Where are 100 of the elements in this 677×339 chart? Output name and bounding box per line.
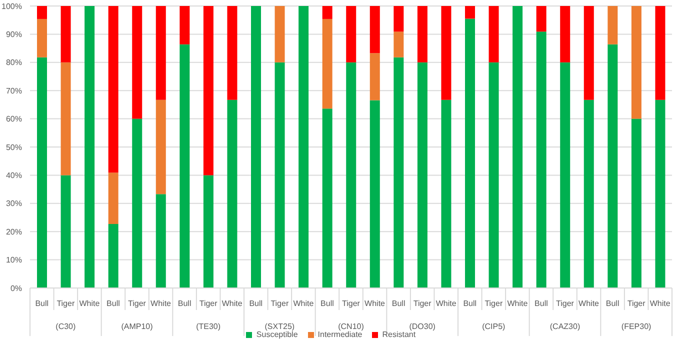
x-tick-label: Bull [249,299,263,308]
bar [370,53,380,100]
y-tick-label: 90% [6,30,22,40]
bar [227,100,238,288]
x-tick-label: White [293,299,314,308]
bar [441,6,452,100]
bar [417,62,428,288]
x-tick-label: White [507,299,528,308]
bar [631,6,642,119]
bar [584,100,594,288]
bar [441,100,452,288]
bar [37,6,47,19]
bar [132,118,142,288]
bar [156,100,166,194]
x-tick-label: Tiger [484,299,503,308]
y-tick-label: 10% [6,256,22,265]
bar [394,57,404,288]
bar [560,6,570,62]
bar [512,6,523,288]
y-tick-label: 0% [10,284,22,293]
x-tick-label: Tiger [56,299,75,308]
y-tick-label: 40% [6,171,22,180]
bar [132,6,142,119]
bar [584,6,594,100]
bar [274,62,285,288]
bar [84,6,95,288]
bar [655,6,666,100]
x-tick-label: Tiger [342,299,360,308]
bar [203,175,214,288]
bar [488,6,499,62]
bar [417,6,428,62]
bar [394,32,404,58]
bar [536,32,546,288]
x-tick-label: Bull [534,299,548,308]
bar [322,18,332,109]
bar [560,62,570,288]
text: (TE30) [196,322,221,331]
x-tick-label: White [578,299,600,308]
y-tick-label: 60% [6,114,22,124]
text: (C30) [56,322,76,331]
bar [465,18,475,288]
x-tick-label: Bull [106,299,120,308]
bar [346,62,356,288]
text: (CIP5) [482,322,506,331]
bar [608,44,618,288]
bar [274,6,285,62]
bar [322,6,332,19]
bar [322,108,332,288]
bar [37,57,47,288]
legend-label: Intermediate [318,330,362,339]
bar [108,224,118,288]
bar [60,175,71,288]
y-tick-label: 80% [6,58,22,68]
text: (DO30) [409,322,436,331]
text: (AMP10) [121,322,154,331]
x-tick-label: White [436,299,457,308]
bar [108,6,118,173]
bar [370,100,380,288]
x-tick-label: Bull [320,299,334,308]
bar [346,6,356,62]
x-tick-label: White [150,299,172,308]
bar [608,6,618,44]
bar [298,6,309,288]
x-tick-label: White [222,299,243,308]
y-tick-label: 100% [2,2,22,11]
bar [488,62,499,288]
y-tick-label: 50% [6,142,22,152]
bar [655,100,666,288]
x-tick-label: Bull [606,299,620,308]
x-tick-label: Tiger [199,299,218,308]
x-tick-label: Tiger [627,299,646,308]
x-tick-label: Bull [178,299,192,308]
legend-label: Susceptible [256,330,298,339]
x-tick-label: Bull [35,299,49,308]
bar [60,62,71,176]
x-tick-label: Tiger [270,299,289,308]
bar [156,194,166,288]
text: (SXT25) [264,322,295,331]
bar [227,6,238,100]
text: (CN10) [338,322,364,331]
bar [37,18,47,58]
x-tick-label: Tiger [128,299,146,308]
y-tick-label: 20% [6,227,22,236]
bar [631,118,642,288]
x-tick-label: Tiger [413,299,432,308]
bar [465,6,475,19]
y-tick-label: 70% [6,86,22,96]
bar [60,6,71,62]
x-tick-label: White [79,299,100,308]
x-tick-label: Bull [392,299,406,308]
legend-label: Resistant [382,330,416,339]
x-tick-label: White [650,299,671,308]
x-tick-label: White [364,299,386,308]
bar [180,44,190,288]
bar [156,6,166,100]
bar [370,6,380,54]
x-tick-label: Bull [463,299,477,308]
y-tick-label: 30% [6,199,22,208]
bar [180,6,190,44]
x-tick-label: Tiger [556,299,574,308]
